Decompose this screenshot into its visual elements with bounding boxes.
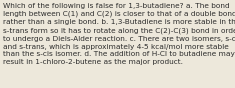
Text: Which of the following is false for 1,3-butadiene? a. The bond
length between C(: Which of the following is false for 1,3-… — [3, 3, 235, 65]
